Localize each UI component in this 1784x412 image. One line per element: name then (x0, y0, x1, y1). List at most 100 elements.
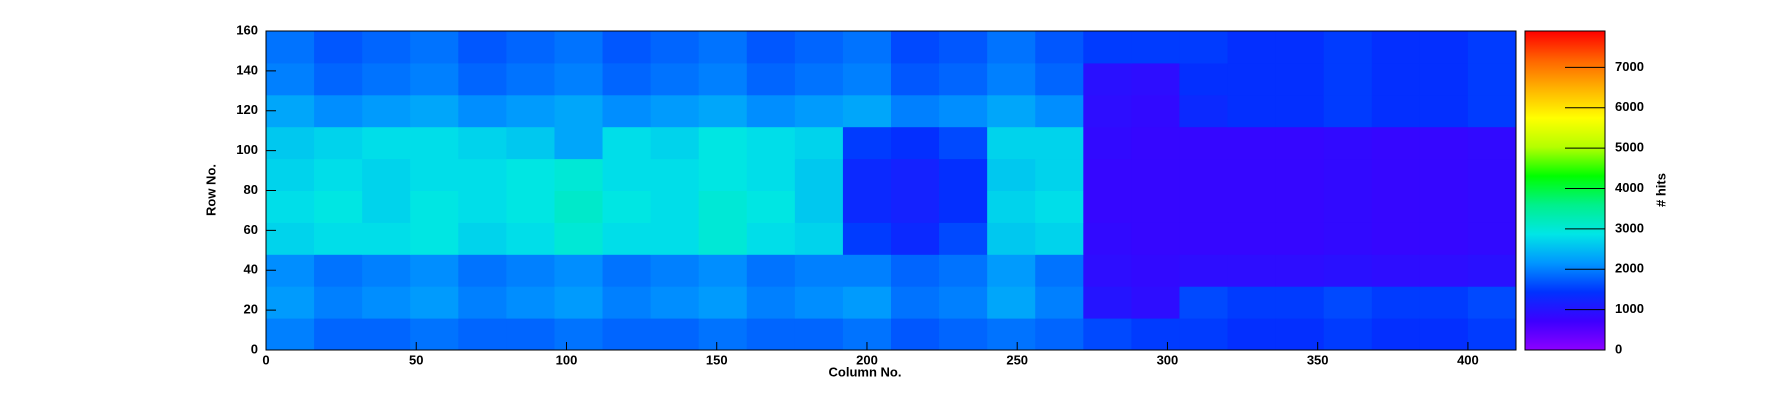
heatmap-cell (1323, 254, 1373, 287)
x-tick-label: 350 (1307, 352, 1329, 367)
heatmap-cell (1323, 31, 1373, 64)
x-tick-label: 250 (1006, 352, 1028, 367)
heatmap-cell (1035, 222, 1084, 255)
heatmap-cell (266, 158, 315, 191)
heatmap-cell (506, 62, 555, 96)
z-tick-label: 0 (1615, 341, 1622, 356)
heatmap-cell (602, 31, 652, 64)
heatmap-cell (506, 254, 555, 287)
heatmap-cell (314, 318, 363, 351)
heatmap-cell (410, 31, 459, 64)
heatmap-cell (266, 31, 315, 64)
heatmap-cell (362, 254, 411, 287)
heatmap-cell (891, 254, 940, 287)
heatmap-cell (842, 286, 892, 319)
heatmap-cell (410, 158, 459, 191)
heatmap-cell (1179, 286, 1229, 319)
heatmap-cell (1227, 158, 1277, 191)
heatmap-cell (698, 222, 748, 255)
heatmap-cell (1419, 222, 1469, 255)
heatmap-cell (698, 62, 748, 96)
heatmap-cell (362, 126, 411, 160)
heatmap-cell (1419, 31, 1469, 64)
heatmap-cell (1227, 94, 1277, 128)
heatmap-cell (1227, 126, 1277, 160)
heatmap-cell (554, 318, 604, 351)
heatmap-cell (891, 190, 940, 223)
heatmap-cell (1275, 94, 1325, 128)
heatmap-cell (1419, 126, 1469, 160)
y-tick-label: 80 (244, 182, 258, 197)
x-tick-label: 50 (409, 352, 423, 367)
heatmap-cell (891, 222, 940, 255)
heatmap-cell (842, 94, 892, 128)
heatmap-cell (602, 158, 652, 191)
heatmap-cell (1419, 94, 1469, 128)
z-tick-label: 5000 (1615, 140, 1644, 155)
heatmap-cell (314, 190, 363, 223)
heatmap-cell (1419, 318, 1469, 351)
heatmap-cell (746, 286, 796, 319)
heatmap-cell (458, 94, 507, 128)
heatmap-cell (554, 94, 604, 128)
heatmap-cell (458, 254, 507, 287)
heatmap-cell (506, 222, 555, 255)
heatmap-cell (987, 318, 1036, 351)
heatmap-cell (314, 126, 363, 160)
heatmap-cell (410, 318, 459, 351)
heatmap-cell (891, 62, 940, 96)
heatmap-cell (1275, 318, 1325, 351)
heatmap-cell (794, 31, 844, 64)
z-axis-label: # hits (1653, 173, 1668, 207)
heatmap-cell (746, 62, 796, 96)
heatmap-cell (506, 318, 555, 351)
heatmap-cell (1419, 190, 1469, 223)
heatmap-cell (1083, 126, 1132, 160)
heatmap-cell (650, 94, 700, 128)
heatmap-cell (891, 126, 940, 160)
heatmap-cell (650, 126, 700, 160)
heatmap-cell (602, 286, 652, 319)
heatmap-cell (1275, 190, 1325, 223)
heatmap-cell (458, 286, 507, 319)
heatmap-cell (698, 31, 748, 64)
heatmap-cell (362, 158, 411, 191)
heatmap-cell (1371, 126, 1421, 160)
heatmap-cell (1371, 318, 1421, 351)
heatmap-cell (1035, 31, 1084, 64)
heatmap-cell (1323, 158, 1373, 191)
heatmap-cell (939, 190, 988, 223)
heatmap-cell (1131, 190, 1180, 223)
heatmap-cell (1179, 190, 1229, 223)
heatmap-cell (1179, 158, 1229, 191)
heatmap-cell (794, 126, 844, 160)
heatmap-cell (410, 254, 459, 287)
heatmap-cell (987, 254, 1036, 287)
heatmap-cell (987, 126, 1036, 160)
heatmap-cell (506, 190, 555, 223)
heatmap-cell (266, 318, 315, 351)
heatmap-cell (602, 318, 652, 351)
heatmap-cell (314, 286, 363, 319)
heatmap-cell (1419, 158, 1469, 191)
z-tick-label: 3000 (1615, 220, 1644, 235)
heatmap-cell (1371, 286, 1421, 319)
heatmap-cell (939, 158, 988, 191)
heatmap-cell (410, 126, 459, 160)
heatmap-cell (458, 190, 507, 223)
heatmap-cell (650, 222, 700, 255)
y-tick-label: 100 (236, 142, 258, 157)
heatmap-cell (1467, 254, 1517, 287)
heatmap-cell (1179, 126, 1229, 160)
heatmap-cell (554, 31, 604, 64)
heatmap-cell (1467, 190, 1517, 223)
heatmap-cell (939, 31, 988, 64)
heatmap-cell (1275, 286, 1325, 319)
heatmap-cell (1179, 254, 1229, 287)
y-tick-label: 0 (251, 341, 258, 356)
y-tick-label: 120 (236, 102, 258, 117)
y-tick-label: 140 (236, 62, 258, 77)
heatmap-cell (650, 158, 700, 191)
heatmap-cell (1371, 94, 1421, 128)
heatmap-cell (746, 126, 796, 160)
